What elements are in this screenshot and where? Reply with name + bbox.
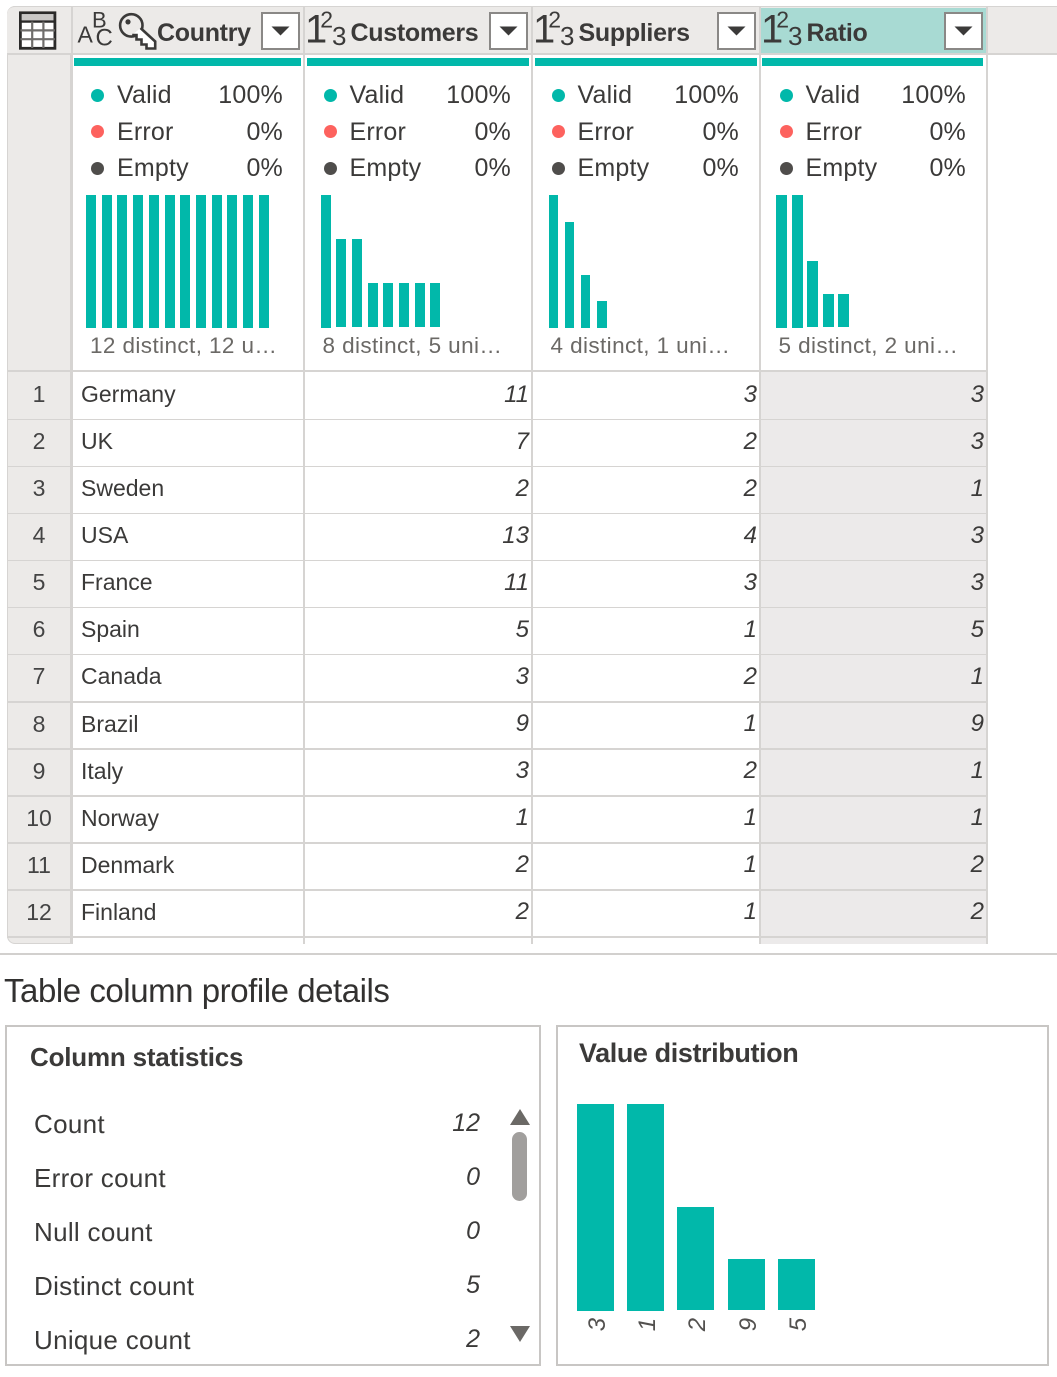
svg-text:1: 1 bbox=[305, 7, 327, 51]
svg-text:2: 2 bbox=[548, 6, 561, 32]
svg-text:2: 2 bbox=[776, 6, 789, 32]
svg-text:C: C bbox=[96, 24, 113, 51]
svg-text:B: B bbox=[92, 8, 107, 33]
svg-text:3: 3 bbox=[332, 21, 346, 51]
svg-text:A: A bbox=[78, 22, 94, 48]
svg-text:1: 1 bbox=[761, 7, 783, 51]
svg-text:2: 2 bbox=[320, 6, 333, 32]
svg-text:3: 3 bbox=[788, 21, 802, 51]
svg-text:1: 1 bbox=[533, 7, 555, 51]
svg-text:3: 3 bbox=[560, 21, 574, 51]
